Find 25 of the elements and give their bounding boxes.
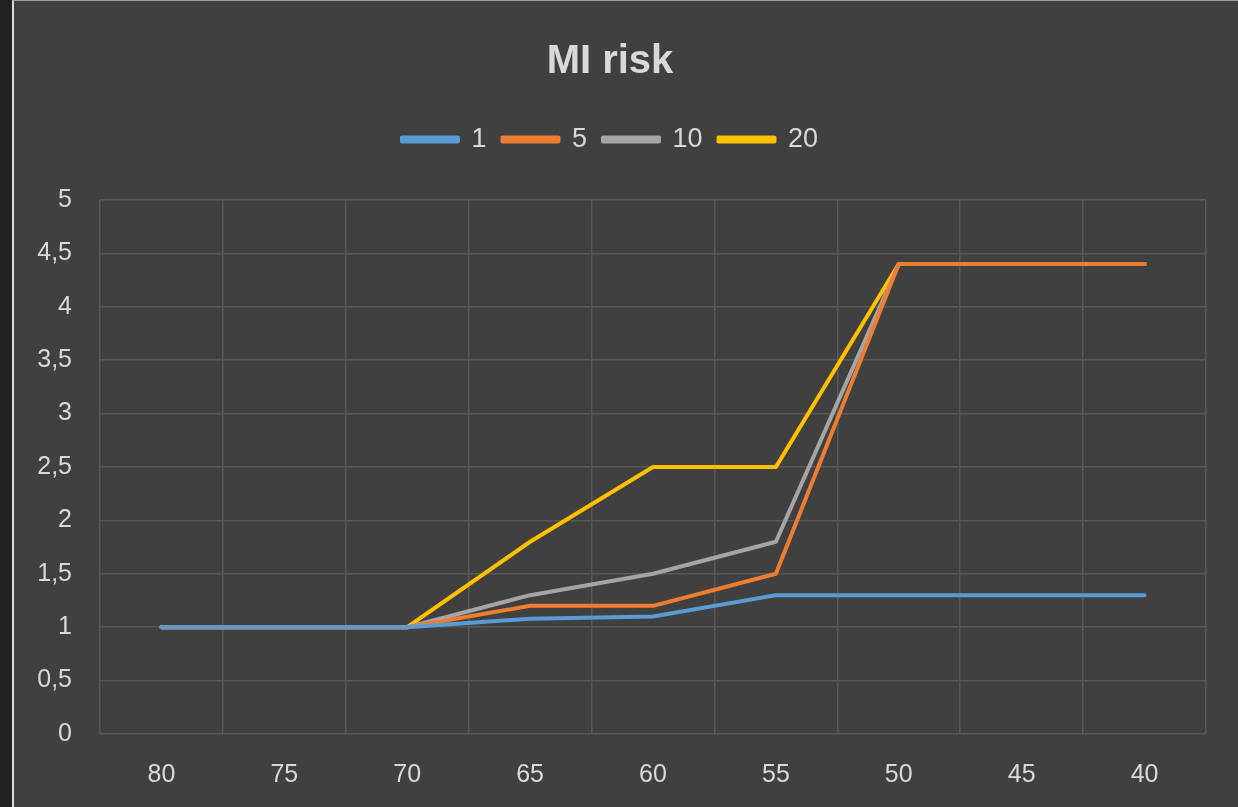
x-tick-label: 50	[884, 758, 913, 787]
y-tick-label: 2,5	[37, 450, 72, 479]
y-tick-label: 5	[58, 183, 72, 212]
legend-label: 1	[471, 122, 487, 153]
x-tick-label: 65	[516, 758, 545, 787]
y-tick-label: 1	[58, 611, 72, 640]
legend-label: 20	[788, 122, 819, 153]
x-tick-label: 55	[761, 758, 790, 787]
y-tick-label: 4	[58, 290, 73, 319]
legend-label: 10	[672, 122, 703, 153]
y-tick-label: 0	[58, 717, 72, 746]
x-tick-label: 45	[1007, 758, 1036, 787]
y-tick-label: 4,5	[37, 237, 72, 266]
x-tick-label: 60	[639, 758, 667, 787]
x-tick-label: 80	[147, 758, 176, 787]
chart-title: MI risk	[546, 37, 675, 82]
x-tick-label: 40	[1130, 758, 1159, 787]
y-tick-label: 3	[58, 397, 72, 426]
legend-label: 5	[571, 122, 587, 153]
x-tick-label: 70	[393, 758, 422, 787]
y-tick-label: 0,5	[37, 664, 72, 693]
y-tick-label: 2	[58, 504, 72, 533]
y-tick-label: 3,5	[37, 344, 72, 373]
x-tick-label: 75	[270, 758, 299, 787]
y-tick-label: 1,5	[37, 557, 72, 586]
